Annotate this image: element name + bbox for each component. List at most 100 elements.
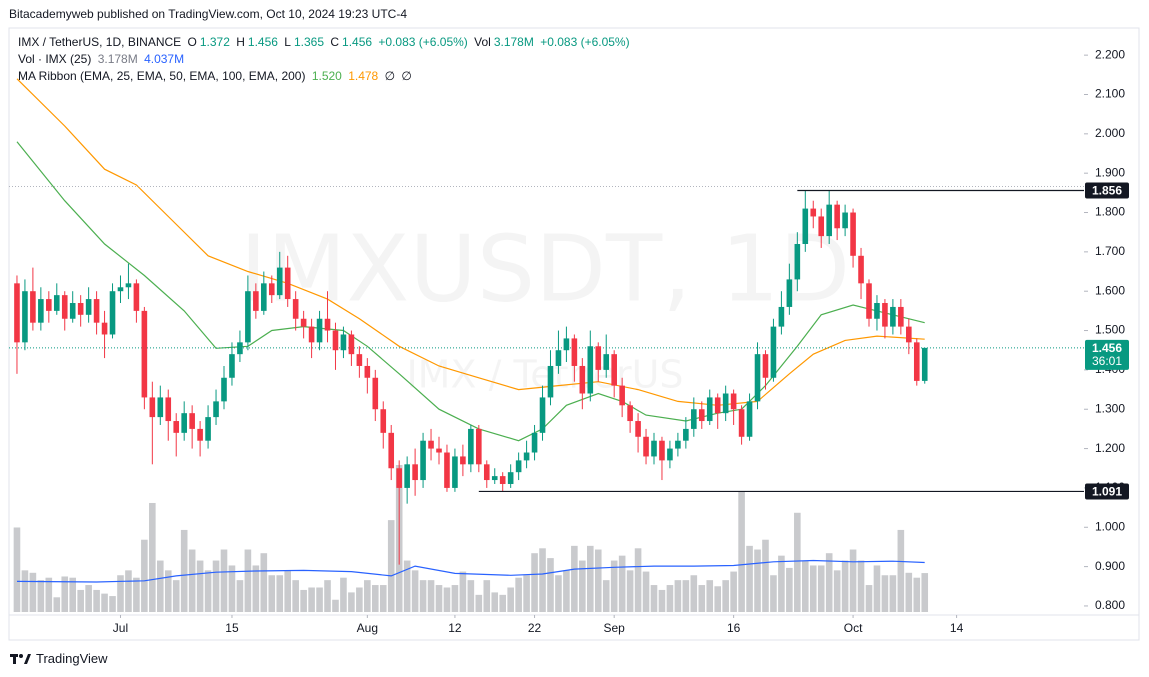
volume-bar (483, 580, 491, 612)
pane-frame (8, 27, 1140, 641)
candle-body (444, 452, 450, 488)
candle-body (316, 318, 323, 343)
x-tick-label: 22 (528, 621, 542, 635)
volume-bar (164, 570, 172, 612)
legend-label: L (284, 35, 291, 49)
publish-info: Bitacademyweb published on TradingView.c… (9, 7, 408, 21)
volume-bar (332, 599, 339, 612)
candle-body (284, 267, 291, 300)
volume-bar (682, 580, 690, 612)
brand-name: TradingView (36, 651, 108, 666)
volume-bar (117, 575, 124, 612)
candle-body (388, 432, 395, 469)
candle-body (372, 377, 379, 410)
x-tick-label: Sep (604, 621, 626, 635)
volume-bar (571, 545, 578, 612)
candle-body (754, 354, 761, 402)
volume-bar (722, 580, 729, 612)
y-tick-label: 1.800 (1095, 205, 1125, 219)
volume-bar (690, 575, 698, 612)
candle-body (292, 299, 299, 319)
candle-body (133, 283, 140, 311)
volume-bar (93, 589, 100, 612)
legend-value: ∅ (384, 69, 396, 83)
volume-bar (21, 570, 29, 612)
candle-body (698, 409, 705, 422)
candle-body (340, 334, 347, 351)
legend-row: Vol · IMX (25) 3.178M 4.037M (18, 51, 633, 68)
volume-bar (531, 553, 538, 612)
volume-bar (236, 580, 244, 612)
candle-body (396, 468, 402, 488)
volume-bar (85, 585, 92, 612)
volume-bar (459, 571, 467, 612)
volume-bar (881, 575, 889, 612)
y-tick-label: 1.200 (1095, 441, 1125, 455)
candle-body (324, 318, 331, 331)
volume-bar (467, 580, 475, 612)
candle-body (38, 299, 44, 323)
volume-bar (212, 560, 220, 612)
volume-bar (738, 491, 745, 612)
candle-body (268, 283, 275, 296)
volume-bar (308, 587, 315, 612)
volume-bar (897, 529, 905, 612)
volume-bar (371, 585, 379, 612)
candle-body (380, 409, 387, 433)
y-tick-label: 1.300 (1095, 401, 1125, 415)
last-price-label: 1.456 (1092, 341, 1122, 355)
y-tick-label: 1.600 (1095, 283, 1125, 297)
volume-bar (642, 571, 650, 612)
candle-body (667, 448, 673, 461)
volume-bar (53, 597, 61, 612)
candle-body (69, 303, 76, 319)
legend-value: 3.178M (97, 52, 138, 66)
volume-bar (905, 572, 913, 612)
legend-row: MA Ribbon (EMA, 25, EMA, 50, EMA, 100, E… (18, 68, 633, 85)
candle-body (253, 291, 259, 311)
candle-body (85, 299, 92, 315)
candle-body (276, 267, 283, 296)
volume-bar (586, 545, 594, 612)
volume-bar (817, 565, 825, 612)
volume-bar (809, 565, 817, 612)
candle-body (109, 291, 116, 335)
candle-body (874, 303, 880, 319)
volume-bar (316, 587, 323, 612)
volume-bar (356, 587, 363, 612)
volume-bar (579, 560, 586, 612)
volume-bar (849, 549, 857, 612)
candle-body (125, 283, 132, 288)
volume-bar (141, 539, 148, 612)
x-tick-label: 16 (727, 621, 741, 635)
candle-body (141, 310, 148, 398)
candle-body (46, 299, 52, 311)
brand: TradingView (10, 651, 108, 666)
legend-label: Vol (474, 35, 491, 49)
candle-body (921, 347, 928, 381)
candle-body (659, 440, 665, 461)
candle-body (691, 409, 697, 429)
candle-body (722, 393, 729, 414)
volume-bar (921, 573, 929, 612)
candle-body (619, 385, 625, 406)
y-tick-label: 1.000 (1095, 519, 1125, 533)
y-tick-label: 1.900 (1095, 165, 1125, 179)
candle-body (181, 413, 187, 433)
candle-body (818, 216, 825, 237)
candle-body (221, 377, 227, 402)
volume-bar (594, 549, 602, 612)
volume-bar (491, 592, 499, 612)
candle-body (22, 291, 28, 343)
candle-body (14, 283, 20, 343)
candle-body (452, 456, 458, 488)
volume-bar (260, 553, 268, 612)
volume-bar (172, 580, 180, 612)
volume-bar (698, 585, 706, 612)
candle-body (165, 397, 172, 422)
candle-body (189, 413, 195, 429)
candle-body (523, 452, 530, 461)
candle-body (826, 204, 832, 237)
